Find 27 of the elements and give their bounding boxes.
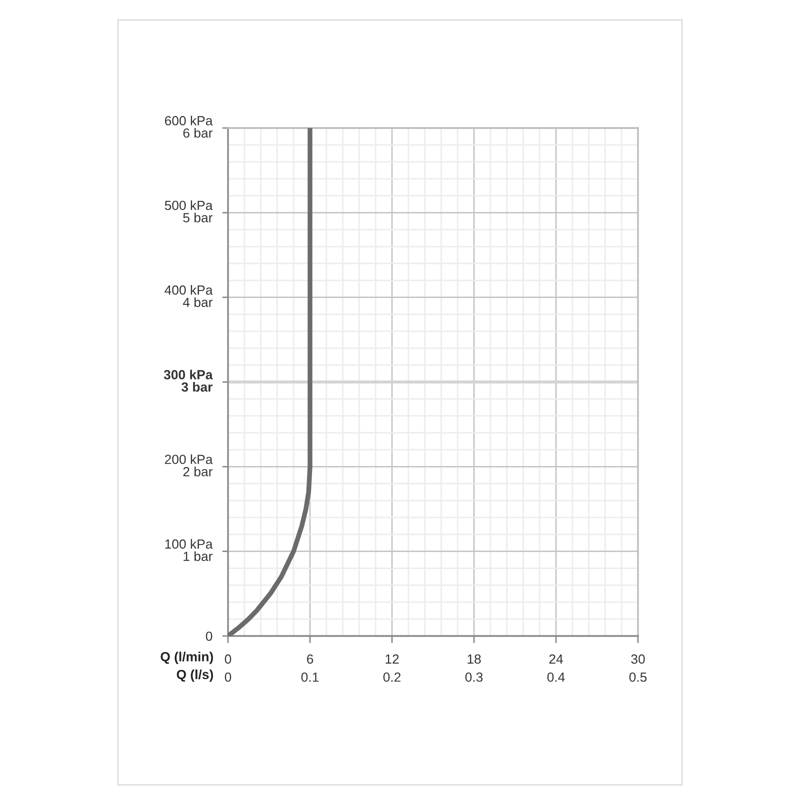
y-tick-label: 200 kPa <box>164 454 213 464</box>
y2-tick-label: 1 bar <box>184 551 213 562</box>
x2-axis-title: Q (l/s) <box>176 669 213 682</box>
y-tick-label: 400 kPa <box>164 285 213 295</box>
x-tick-label: 24 <box>549 654 563 664</box>
y-tick-label: 100 kPa <box>165 539 213 549</box>
y-tick-label: 0 <box>206 632 212 641</box>
x2-tick-label: 0.4 <box>547 672 565 682</box>
y2-tick-label: 6 bar <box>183 128 213 138</box>
y2-tick-label: 2 bar <box>183 466 213 476</box>
y2-tick-label: 3 bar <box>181 382 213 392</box>
x2-tick-label: 0.5 <box>629 672 647 682</box>
x2-tick-label: 0.2 <box>383 672 401 682</box>
y-tick-label: 300 kPa <box>164 370 213 380</box>
x2-tick-label: 0.3 <box>465 672 483 682</box>
y2-tick-label: 5 bar <box>183 212 213 222</box>
x-tick-label: 18 <box>468 654 481 664</box>
x-tick-label: 6 <box>307 654 314 664</box>
y-tick-label: 500 kPa <box>164 200 213 210</box>
y-tick-label: 600 kPa <box>164 116 213 126</box>
x2-tick-label: 0.1 <box>301 672 319 682</box>
x-tick-label: 12 <box>386 654 399 664</box>
y2-tick-label: 4 bar <box>182 297 213 308</box>
x2-tick-label: 0 <box>224 672 232 682</box>
x-axis-title: Q (l/min) <box>160 652 213 664</box>
x-tick-label: 0 <box>224 654 232 664</box>
x-tick-label: 30 <box>631 654 645 664</box>
